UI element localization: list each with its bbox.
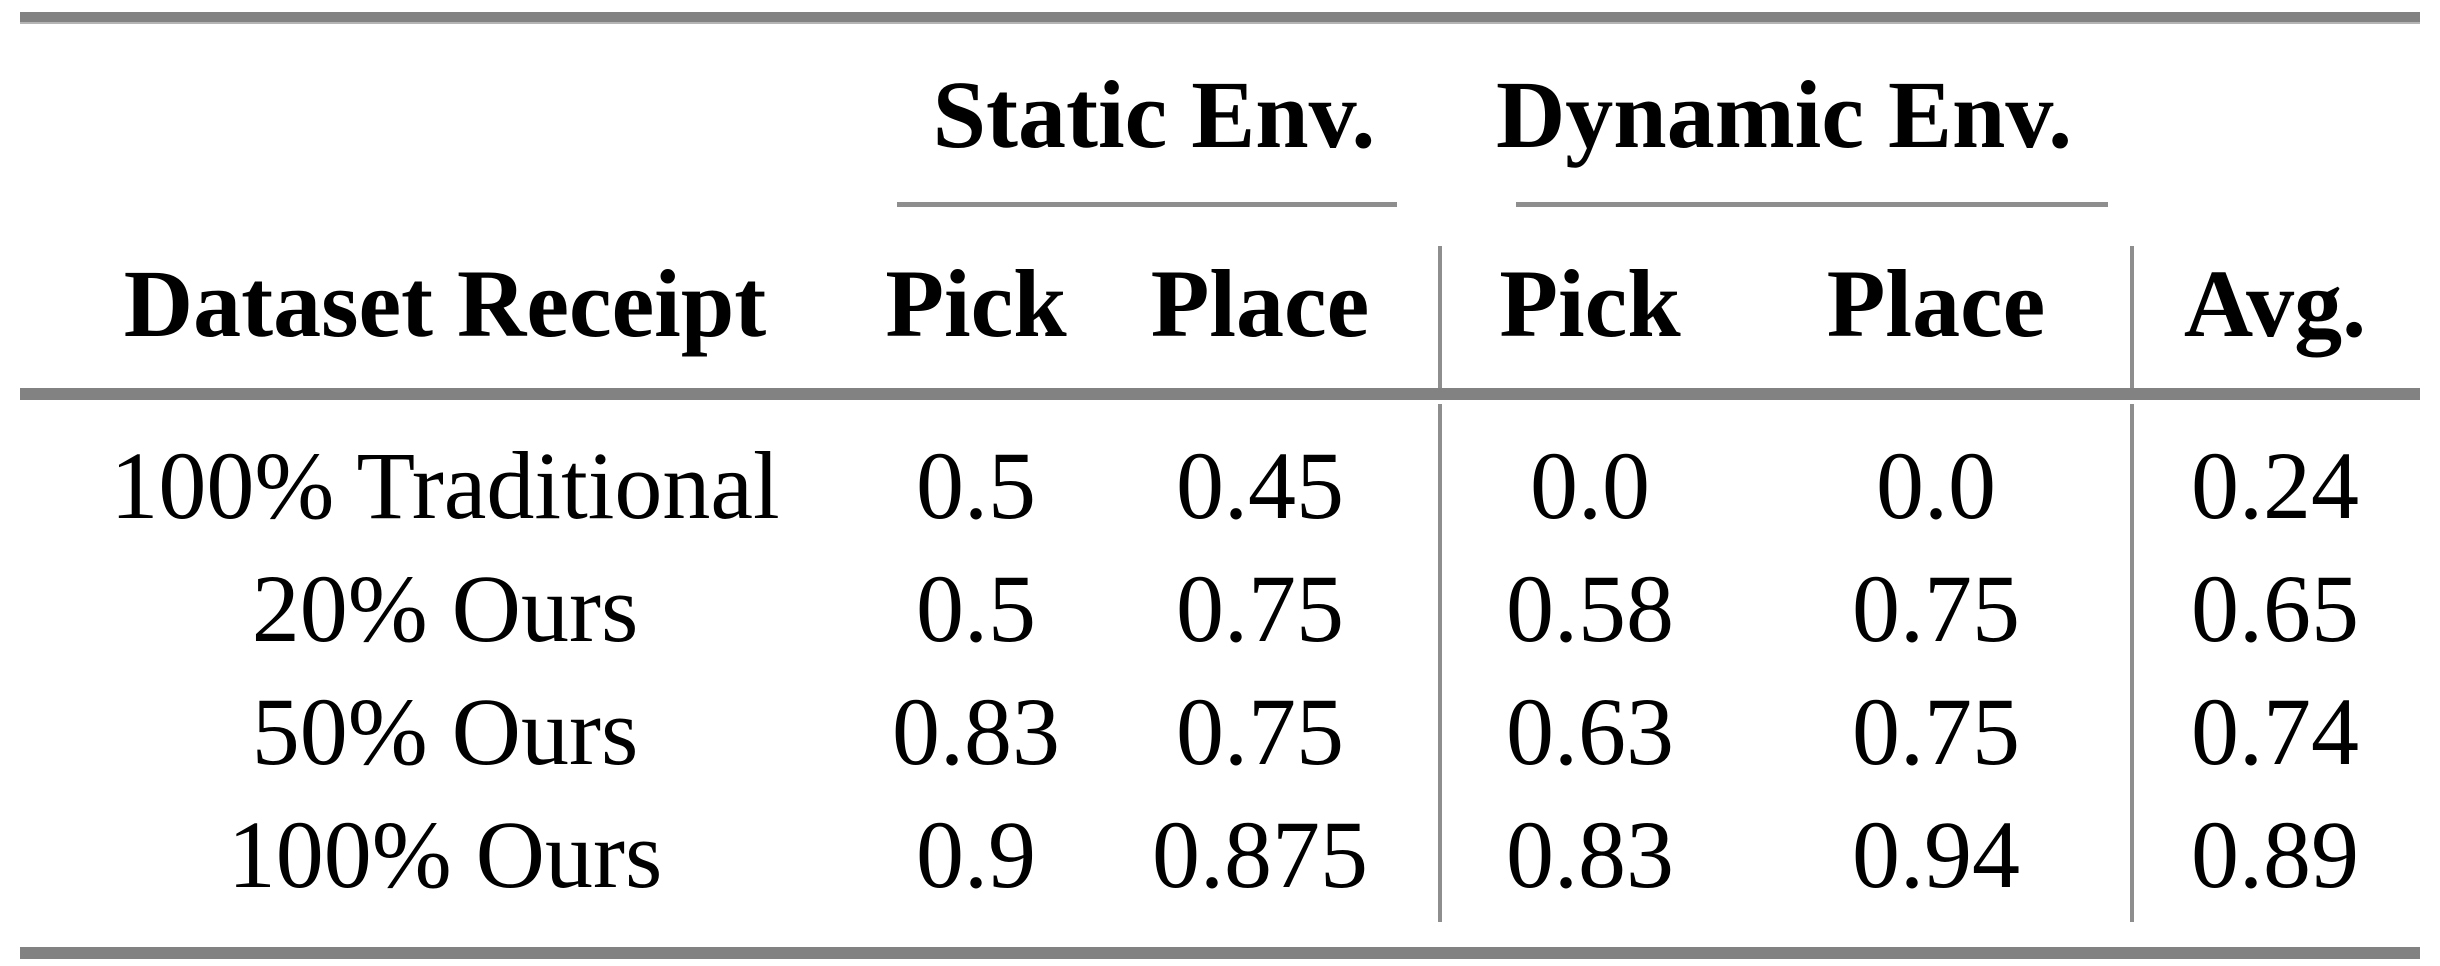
cell-dynamic-pick: 0.63 <box>1506 677 1675 785</box>
column-group-static-env: Static Env. <box>932 61 1376 168</box>
cell-dynamic-place: 0.75 <box>1852 554 2021 662</box>
cell-dynamic-place: 0.94 <box>1852 800 2021 908</box>
cell-static-place: 0.875 <box>1152 800 1368 908</box>
cell-static-place: 0.75 <box>1176 554 1344 662</box>
row-label: 50% Ours <box>251 677 639 785</box>
table-row: 20% Ours 0.5 0.75 0.58 0.75 0.65 <box>20 547 2420 670</box>
column-header-row: Dataset Receipt Pick Place Pick Place Av… <box>20 208 2420 400</box>
cell-static-pick: 0.5 <box>916 431 1036 539</box>
table-row: 100% Traditional 0.5 0.45 0.0 0.0 0.24 <box>20 424 2420 547</box>
column-group-dynamic-env: Dynamic Env. <box>1495 61 2073 168</box>
cell-avg: 0.24 <box>2191 431 2360 539</box>
table-header-rule <box>20 388 2420 400</box>
row-label: 100% Traditional <box>110 431 780 539</box>
row-label: 100% Ours <box>227 800 663 908</box>
results-table: Static Env. Dynamic Env. Dataset Receipt… <box>20 22 2420 916</box>
cell-static-pick: 0.9 <box>916 800 1036 908</box>
separator-static-dynamic-body <box>1438 404 1442 922</box>
table-row: 50% Ours 0.83 0.75 0.63 0.75 0.74 <box>20 670 2420 793</box>
table-bottom-rule <box>20 947 2420 959</box>
cell-avg: 0.74 <box>2191 677 2360 785</box>
cell-avg: 0.89 <box>2191 800 2360 908</box>
cell-static-place: 0.45 <box>1176 431 1344 539</box>
header-body-spacer <box>20 400 2420 424</box>
column-header-static-pick: Pick <box>885 250 1067 357</box>
separator-dynamic-avg-body <box>2130 404 2134 922</box>
cell-dynamic-pick: 0.0 <box>1530 431 1651 539</box>
column-group-row: Static Env. Dynamic Env. <box>20 22 2420 208</box>
column-header-dynamic-place: Place <box>1826 250 2046 357</box>
dynamic-env-cmidrule <box>1516 202 2108 207</box>
column-header-static-place: Place <box>1150 250 1370 357</box>
cell-static-place: 0.75 <box>1176 677 1344 785</box>
cell-dynamic-place: 0.0 <box>1876 431 1997 539</box>
cell-static-pick: 0.5 <box>916 554 1036 662</box>
cell-dynamic-pick: 0.58 <box>1506 554 1675 662</box>
column-header-avg: Avg. <box>2183 250 2367 357</box>
row-label: 20% Ours <box>251 554 639 662</box>
cell-dynamic-place: 0.75 <box>1852 677 2021 785</box>
cell-avg: 0.65 <box>2191 554 2360 662</box>
static-env-cmidrule <box>897 202 1397 207</box>
column-header-dynamic-pick: Pick <box>1499 250 1681 357</box>
group-spacer-dataset <box>20 22 870 208</box>
column-header-dataset-receipt: Dataset Receipt <box>123 250 767 357</box>
separator-dynamic-avg-header <box>2130 246 2134 388</box>
cell-dynamic-pick: 0.83 <box>1506 800 1675 908</box>
group-spacer-avg <box>2130 22 2420 208</box>
cell-static-pick: 0.83 <box>892 677 1060 785</box>
table-row: 100% Ours 0.9 0.875 0.83 0.94 0.89 <box>20 793 2420 916</box>
table-top-rule <box>20 12 2420 24</box>
separator-static-dynamic-header <box>1438 246 1442 388</box>
